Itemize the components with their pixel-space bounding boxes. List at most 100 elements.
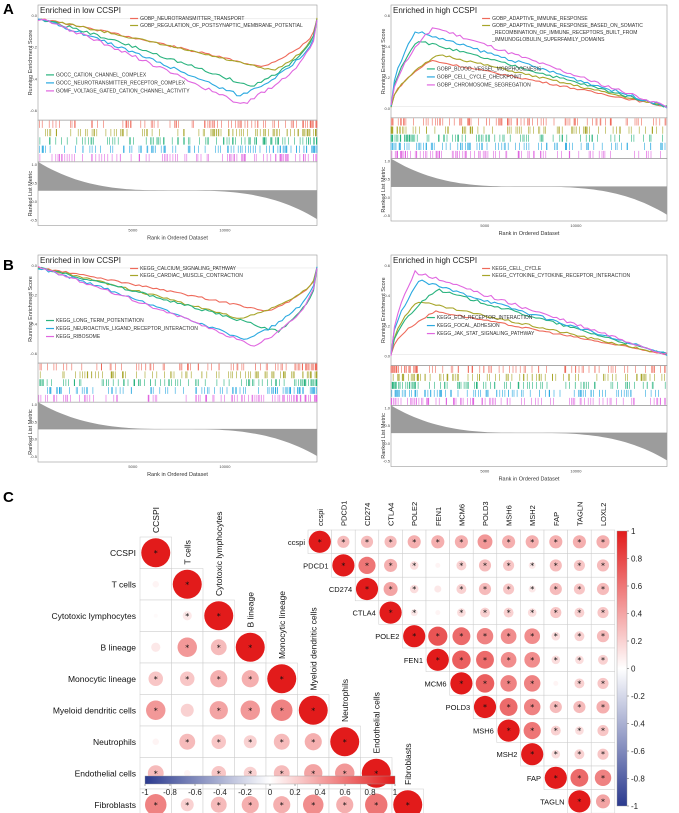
significance-star: * bbox=[483, 609, 487, 618]
colorbar-vertical bbox=[616, 530, 628, 807]
significance-star: * bbox=[577, 656, 581, 665]
corr-circle bbox=[503, 583, 515, 595]
corr-circle bbox=[435, 562, 441, 568]
significance-star: * bbox=[577, 774, 581, 783]
enrichment-curve bbox=[390, 301, 668, 355]
gene-hits bbox=[392, 373, 665, 381]
significance-star: * bbox=[601, 727, 605, 736]
y-tick: 0.4 bbox=[384, 293, 390, 298]
corr-circle bbox=[365, 793, 388, 813]
significance-star: * bbox=[507, 679, 511, 688]
significance-star: * bbox=[436, 632, 440, 641]
significance-star: * bbox=[185, 580, 189, 589]
x-axis-label: Rank in Ordered Dataset bbox=[147, 472, 208, 478]
significance-star: * bbox=[406, 801, 410, 810]
gene-hits bbox=[391, 381, 666, 389]
significance-star: * bbox=[412, 561, 416, 570]
corr-circle bbox=[148, 671, 163, 686]
corr-circle bbox=[523, 698, 541, 716]
significance-star: * bbox=[374, 769, 378, 778]
corr-circle bbox=[598, 654, 608, 665]
y-tick: 0.0 bbox=[384, 353, 390, 358]
significance-star: * bbox=[601, 538, 605, 547]
corr-circle bbox=[210, 639, 227, 656]
corr-circle bbox=[527, 608, 537, 617]
row-label: TAGLN bbox=[540, 797, 564, 806]
colorbar-horizontal bbox=[144, 775, 396, 785]
corr-circle bbox=[182, 611, 192, 621]
significance-star: * bbox=[483, 679, 487, 688]
gene-hits bbox=[390, 365, 666, 373]
corr-circle bbox=[502, 535, 516, 549]
corr-circle bbox=[409, 561, 419, 570]
significance-star: * bbox=[365, 561, 369, 570]
significance-star: * bbox=[248, 738, 252, 747]
corr-circle bbox=[480, 607, 490, 618]
corr-circle bbox=[597, 725, 609, 737]
y-tick: 0.0 bbox=[31, 13, 37, 18]
significance-star: * bbox=[154, 675, 158, 684]
colorbar-tick: 0.6 bbox=[339, 788, 351, 797]
corr-circle bbox=[597, 677, 609, 689]
corr-circle bbox=[298, 695, 328, 725]
row-label: T cells bbox=[112, 579, 136, 589]
row-label: MCM6 bbox=[425, 679, 447, 688]
corr-circle bbox=[180, 798, 194, 812]
significance-star: * bbox=[185, 643, 189, 652]
corr-circle bbox=[572, 535, 586, 549]
significance-star: * bbox=[577, 797, 581, 806]
significance-star: * bbox=[483, 561, 487, 570]
gene-hits bbox=[391, 389, 659, 397]
significance-star: * bbox=[217, 675, 221, 684]
colorbar-tick: 0.4 bbox=[631, 610, 643, 619]
significance-star: * bbox=[554, 609, 558, 618]
significance-star: * bbox=[318, 538, 322, 547]
significance-star: * bbox=[577, 703, 581, 712]
significance-star: * bbox=[554, 750, 558, 759]
significance-star: * bbox=[280, 769, 284, 778]
gsea-title: Enriched in high CCSPI bbox=[393, 6, 477, 15]
significance-star: * bbox=[365, 538, 369, 547]
y2-tick: 0.0 bbox=[31, 199, 37, 204]
significance-star: * bbox=[530, 609, 534, 618]
correlation-panels: CCSPI CCSPI T cells T cells Cytotoxic lympho… bbox=[51, 501, 645, 813]
corr-circle bbox=[549, 582, 562, 596]
legend-entry: GOBP_NEUROTRANSMITTER_TRANSPORT bbox=[140, 16, 244, 22]
legend-entry: _RECOMBINATION_OF_IMMUNE_RECEPTORS_BUILT… bbox=[491, 30, 637, 36]
significance-star: * bbox=[530, 632, 534, 641]
significance-star: * bbox=[601, 561, 605, 570]
colorbar-tick: -0.4 bbox=[631, 720, 645, 729]
y-tick: 0.4 bbox=[384, 44, 390, 49]
col-label: TAGLN bbox=[575, 502, 584, 526]
colorbar-tick: 0.8 bbox=[631, 555, 643, 564]
x-tick: 5000 bbox=[480, 469, 490, 474]
colorbar-tick: 1 bbox=[393, 788, 398, 797]
legend-entry: KEGG_ECM_RECEPTOR_INTERACTION bbox=[437, 315, 533, 321]
y2-tick: 1.0 bbox=[384, 159, 390, 164]
gsea-panels: Enriched in low CCSPI Running Enrichment … bbox=[28, 4, 668, 483]
row-label: MSH2 bbox=[497, 750, 518, 759]
corr-circle bbox=[475, 674, 495, 693]
corr-circle bbox=[428, 626, 448, 646]
corr-circle bbox=[549, 535, 563, 549]
legend-entry: KEGG_CYTOKINE_CYTOKINE_RECEPTOR_INTERACT… bbox=[492, 273, 630, 279]
legend-entry: GOBP_CELL_CYCLE_CHECKPOINT bbox=[437, 74, 522, 80]
y-tick: 0.2 bbox=[384, 75, 390, 80]
significance-star: * bbox=[577, 632, 581, 641]
enrichment-curve bbox=[37, 19, 318, 105]
y2-tick: 0.5 bbox=[31, 180, 37, 185]
corr-circle bbox=[573, 583, 585, 595]
corr-circle bbox=[596, 535, 610, 549]
y2-tick: 1.0 bbox=[384, 405, 390, 410]
corr-circle bbox=[523, 722, 541, 740]
corr-circle bbox=[499, 698, 518, 716]
y2-axis-label: Ranked List Metric bbox=[381, 167, 387, 213]
significance-star: * bbox=[507, 656, 511, 665]
significance-star: * bbox=[343, 738, 347, 747]
significance-star: * bbox=[459, 538, 463, 547]
significance-star: * bbox=[412, 538, 416, 547]
corr-circle bbox=[141, 538, 171, 568]
x-tick: 10000 bbox=[570, 223, 582, 228]
y-tick: -0.4 bbox=[30, 76, 38, 81]
y-axis-label: Running Enrichment Score bbox=[381, 277, 387, 343]
